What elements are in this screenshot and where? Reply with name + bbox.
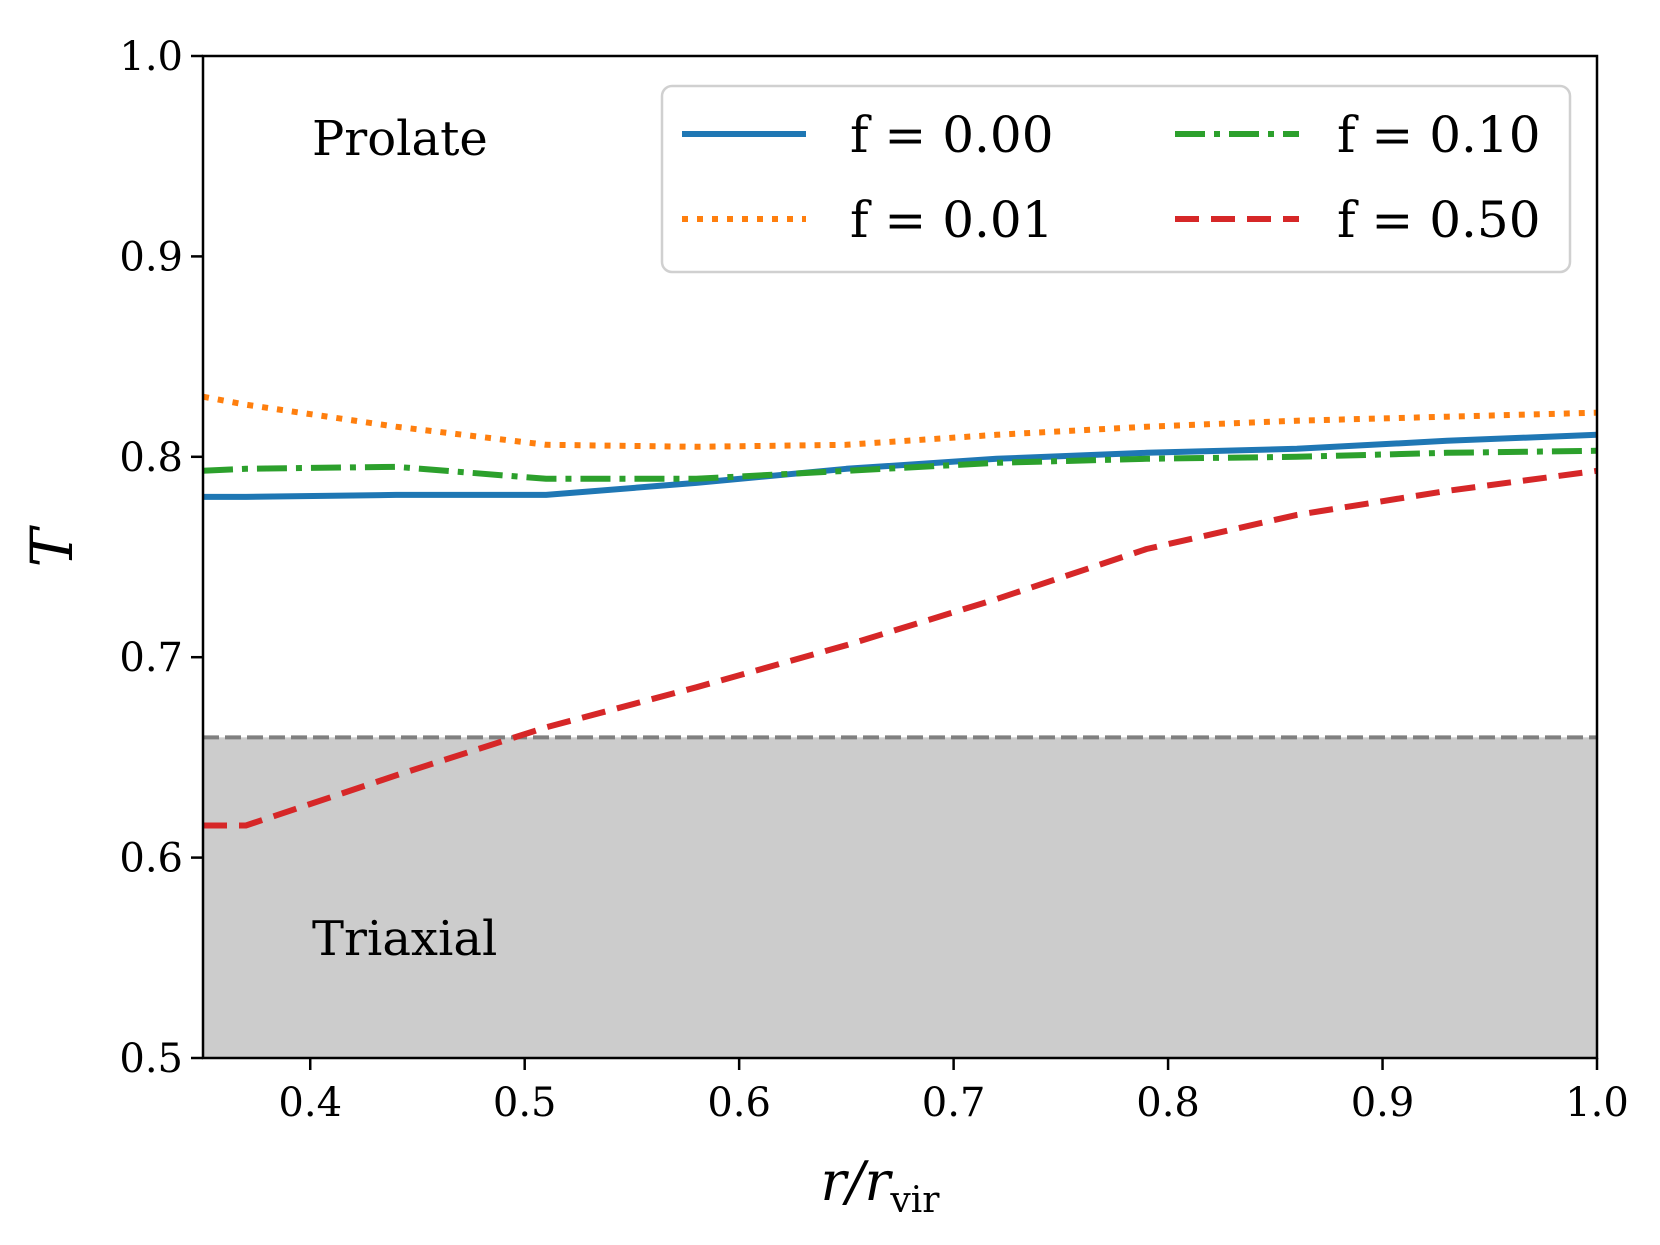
x-axis-label-subscript: vir (889, 1180, 940, 1221)
x-tick-label: 0.7 (922, 1080, 986, 1126)
y-ticks: 0.5 0.6 0.7 0.8 0.9 1.0 (119, 34, 203, 1082)
y-tick-label: 0.5 (119, 1036, 183, 1082)
y-axis-label: T (18, 524, 86, 567)
x-tick-label: 0.6 (707, 1080, 771, 1126)
x-tick-label: 0.5 (493, 1080, 557, 1126)
x-tick-label: 0.9 (1351, 1080, 1415, 1126)
x-tick-label: 0.4 (278, 1080, 342, 1126)
plot-frame (201, 54, 1599, 1060)
series-line-1 (203, 431, 1598, 500)
x-tick-label: 0.8 (1136, 1080, 1200, 1126)
y-tick-label: 0.7 (119, 635, 183, 681)
legend-label-4: f = 0.50 (1337, 191, 1541, 249)
x-axis-label: r/rvir (821, 1150, 941, 1221)
series-line-3 (202, 447, 1598, 482)
series-group (202, 393, 1598, 829)
legend: f = 0.00 f = 0.01 f = 0.10 f = 0.50 (660, 84, 1572, 274)
y-tick-label: 1.0 (119, 34, 183, 80)
region-label-triaxial: Triaxial (312, 911, 497, 967)
triaxial-region (203, 737, 1597, 1058)
series-line-4 (203, 467, 1598, 829)
series-line-2 (202, 393, 1598, 450)
legend-box (660, 84, 1572, 274)
region-label-prolate: Prolate (312, 111, 488, 167)
y-tick-label: 0.6 (119, 836, 183, 882)
x-tick-label: 1.0 (1565, 1080, 1629, 1126)
x-ticks: 0.4 0.5 0.6 0.7 0.8 0.9 1.0 (278, 1058, 1629, 1126)
legend-label-2: f = 0.01 (850, 191, 1054, 249)
y-tick-label: 0.9 (119, 234, 183, 280)
legend-label-1: f = 0.00 (850, 106, 1054, 164)
legend-label-3: f = 0.10 (1337, 106, 1541, 164)
y-tick-label: 0.8 (119, 435, 183, 481)
